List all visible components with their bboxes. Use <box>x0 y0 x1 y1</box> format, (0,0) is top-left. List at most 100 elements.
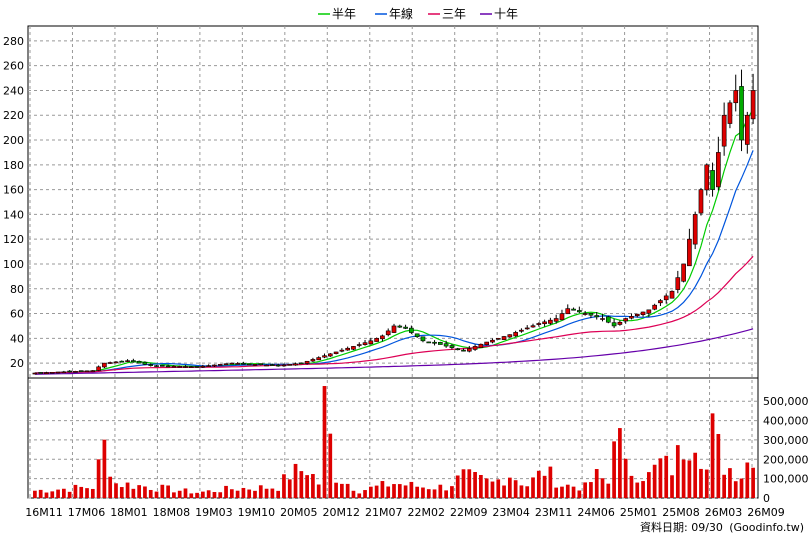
candle-body <box>304 360 310 364</box>
candlestick <box>107 361 113 364</box>
volume-bar <box>374 485 379 498</box>
candle-body <box>490 339 495 343</box>
volume-bar <box>733 481 738 498</box>
candle-body <box>420 336 426 342</box>
candle-body <box>90 370 96 372</box>
volume-bar <box>143 486 147 498</box>
volume-bar <box>44 492 49 498</box>
candle-body <box>409 327 414 333</box>
candle-body <box>102 362 107 368</box>
candlestick <box>316 356 322 361</box>
candlestick <box>681 263 686 283</box>
candle-body <box>675 277 681 290</box>
candle-body <box>716 152 721 188</box>
volume-bar <box>542 475 547 498</box>
candlestick <box>600 313 605 322</box>
volume-bar <box>670 475 674 498</box>
volume-bar <box>154 491 159 498</box>
volume-bar <box>108 476 113 498</box>
candlestick <box>542 319 547 327</box>
candlestick <box>652 303 657 311</box>
volume-bar <box>270 488 275 498</box>
volume-tick-label: 500,000 <box>763 395 808 408</box>
candlestick <box>605 315 611 324</box>
ma-ten-year-line <box>34 328 754 375</box>
candle-body <box>241 363 246 365</box>
volume-bar <box>525 486 530 498</box>
candle-body <box>229 362 235 365</box>
volume-bar <box>345 483 350 498</box>
volume-bar <box>85 488 89 498</box>
volume-bar <box>554 487 559 498</box>
volume-bar <box>392 484 396 498</box>
price-tick-label: 180 <box>3 159 24 172</box>
candlestick <box>113 361 119 364</box>
candle-body <box>171 365 177 368</box>
candlestick <box>84 370 90 373</box>
candle-body <box>478 343 484 348</box>
candle-body <box>524 327 530 330</box>
candlestick <box>304 360 310 365</box>
volume-bar <box>612 441 616 498</box>
volume-bar <box>415 486 420 498</box>
candle-body <box>426 341 432 344</box>
candle-body <box>84 370 90 373</box>
candlestick <box>466 345 472 353</box>
legend-label: 十年 <box>494 7 518 21</box>
candle-body <box>148 364 154 366</box>
candlestick <box>692 211 698 250</box>
volume-bar <box>253 490 257 498</box>
candlestick <box>716 136 721 191</box>
candlestick <box>565 304 571 315</box>
candlestick <box>646 309 652 318</box>
candlestick <box>38 372 44 374</box>
volume-bar <box>507 477 512 498</box>
candlestick <box>397 324 403 328</box>
candlestick <box>623 317 629 324</box>
candle-body <box>258 363 264 366</box>
price-tick-label: 160 <box>3 184 24 197</box>
price-tick-label: 200 <box>3 134 24 147</box>
volume-bar <box>148 489 153 498</box>
price-tick-label: 100 <box>3 258 24 271</box>
candle-body <box>107 362 113 364</box>
candle-body <box>235 363 240 365</box>
candle-body <box>600 318 605 320</box>
candlestick <box>524 325 530 330</box>
candle-body <box>345 347 350 351</box>
candlestick <box>704 163 710 196</box>
x-tick-label: 18M01 <box>110 506 148 519</box>
candlestick <box>663 293 669 304</box>
candle-body <box>194 366 200 368</box>
candle-body <box>159 365 165 367</box>
candle-body <box>414 333 420 337</box>
candle-body <box>577 310 582 313</box>
legend-item: 半年 <box>318 7 356 21</box>
volume-tick-label: 400,000 <box>763 415 808 428</box>
price-tick-label: 260 <box>3 60 24 73</box>
candlestick <box>310 357 316 363</box>
volume-bar <box>201 491 205 498</box>
candlestick <box>299 362 304 365</box>
candle-body <box>391 325 397 333</box>
candlestick <box>102 362 107 369</box>
x-tick-label: 21M07 <box>365 506 403 519</box>
candlestick <box>490 338 495 344</box>
candlestick <box>131 358 136 363</box>
volume-bar <box>496 479 501 498</box>
volume-bar <box>704 469 709 498</box>
candle-body <box>739 86 744 141</box>
volume-bar <box>571 486 576 498</box>
volume-bar <box>67 491 72 498</box>
volume-bar <box>450 486 454 498</box>
volume-bar <box>513 480 518 498</box>
candle-body <box>519 329 524 332</box>
volume-bar <box>739 478 744 498</box>
candle-body <box>316 357 322 361</box>
volume-bar <box>461 469 466 498</box>
volume-bar <box>241 487 246 498</box>
volume-bar <box>131 488 136 498</box>
volume-bar <box>287 479 292 498</box>
candlestick <box>669 290 675 299</box>
